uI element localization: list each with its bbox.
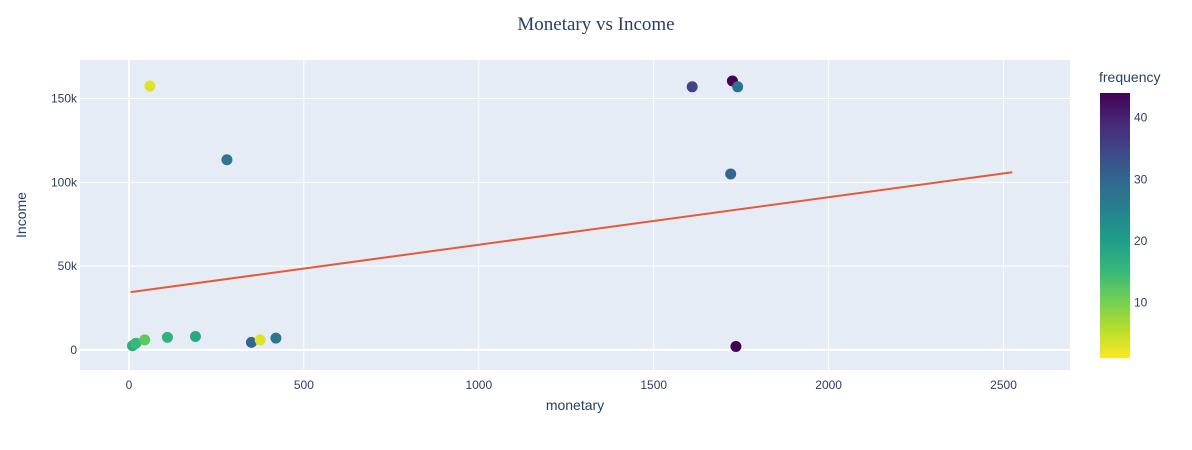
data-point xyxy=(189,330,201,342)
x-tick-label: 2000 xyxy=(815,378,842,392)
colorbar-tick-label: 40 xyxy=(1134,111,1148,125)
data-point xyxy=(686,81,698,93)
colorbar: frequency 10 20 30 40 xyxy=(1099,69,1160,358)
x-tick-label: 1000 xyxy=(465,378,492,392)
y-tick-label: 150k xyxy=(51,92,78,106)
chart-title: Monetary vs Income xyxy=(517,14,674,35)
y-tick-label: 0 xyxy=(70,343,77,357)
colorbar-tick-label: 20 xyxy=(1134,234,1148,248)
data-point xyxy=(725,168,737,180)
data-point xyxy=(730,341,742,353)
data-point xyxy=(144,80,156,92)
trendline xyxy=(130,171,1013,294)
x-tick-label: 500 xyxy=(294,378,314,392)
colorbar-tick-label: 10 xyxy=(1134,296,1148,310)
grid-lines xyxy=(80,60,1070,370)
trendline-layer xyxy=(130,171,1013,294)
data-point xyxy=(139,334,151,346)
data-point xyxy=(270,332,282,344)
data-point xyxy=(732,81,744,93)
data-point xyxy=(245,336,257,348)
x-tick-label: 2500 xyxy=(990,378,1017,392)
data-point xyxy=(254,334,266,346)
y-tick-label: 50k xyxy=(58,259,78,273)
colorbar-gradient xyxy=(1100,93,1130,358)
data-point xyxy=(130,337,142,349)
y-axis-title: Income xyxy=(13,192,29,238)
x-tick-label: 1500 xyxy=(640,378,667,392)
tick-labels: 0 500 1000 1500 2000 2500 0 50k 100k 150k xyxy=(51,92,1017,392)
colorbar-title: frequency xyxy=(1099,69,1160,85)
x-tick-label: 0 xyxy=(126,378,133,392)
plot-background xyxy=(80,60,1070,370)
data-points xyxy=(126,75,744,353)
data-point xyxy=(161,331,173,343)
y-tick-label: 100k xyxy=(51,175,78,189)
x-axis-title: monetary xyxy=(546,397,604,413)
data-point xyxy=(221,154,233,166)
colorbar-tick-label: 30 xyxy=(1134,172,1148,186)
